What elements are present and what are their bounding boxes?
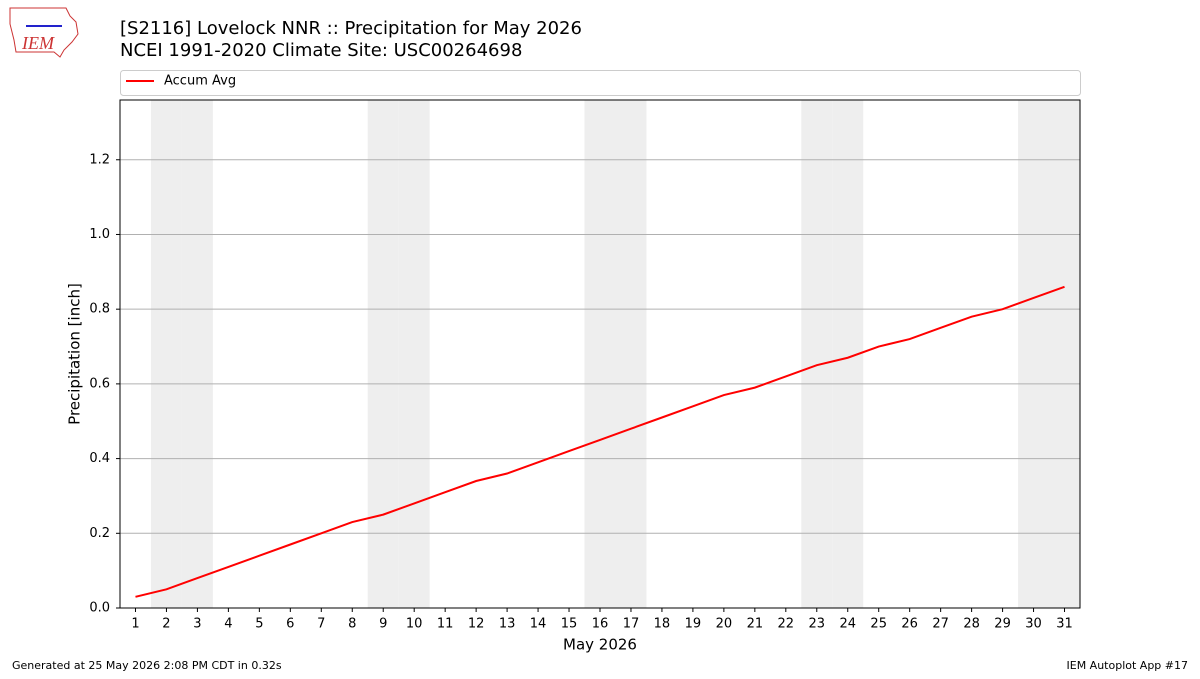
- footer-right: IEM Autoplot App #17: [1067, 659, 1189, 672]
- weekend-shade: [615, 100, 647, 608]
- weekend-shade: [367, 100, 399, 608]
- x-tick-label: 1: [131, 617, 139, 632]
- y-tick-label: 1.2: [89, 152, 110, 167]
- logo-text: IEM: [21, 33, 55, 53]
- x-tick-label: 10: [406, 617, 423, 632]
- y-tick-label: 1.0: [89, 227, 110, 242]
- x-tick-label: 18: [654, 617, 671, 632]
- x-tick-label: 28: [963, 617, 980, 632]
- footer-left: Generated at 25 May 2026 2:08 PM CDT in …: [12, 659, 282, 672]
- x-tick-label: 12: [468, 617, 485, 632]
- x-tick-label: 4: [224, 617, 232, 632]
- legend-box: [120, 70, 1081, 96]
- x-tick-label: 23: [809, 617, 826, 632]
- weekend-shade: [150, 100, 182, 608]
- y-tick-label: 0.0: [89, 601, 110, 616]
- x-tick-label: 2: [162, 617, 170, 632]
- x-tick-label: 25: [870, 617, 887, 632]
- x-tick-label: 15: [561, 617, 578, 632]
- x-tick-label: 8: [348, 617, 356, 632]
- chart-subtitle: NCEI 1991-2020 Climate Site: USC00264698: [120, 40, 522, 61]
- x-tick-label: 5: [255, 617, 263, 632]
- logo-outline: [9, 7, 79, 58]
- x-tick-label: 31: [1056, 617, 1073, 632]
- weekend-shade: [398, 100, 430, 608]
- x-tick-label: 6: [286, 617, 294, 632]
- chart-title: [S2116] Lovelock NNR :: Precipitation fo…: [120, 18, 582, 39]
- x-tick-label: 16: [592, 617, 609, 632]
- x-tick-label: 21: [747, 617, 764, 632]
- weekend-shade: [801, 100, 833, 608]
- x-tick-label: 3: [193, 617, 201, 632]
- x-tick-label: 27: [932, 617, 949, 632]
- y-tick-label: 0.8: [89, 302, 110, 317]
- weekend-shade: [1049, 100, 1080, 608]
- y-tick-label: 0.6: [89, 376, 110, 391]
- logo: IEM: [9, 7, 79, 58]
- x-tick-label: 30: [1025, 617, 1042, 632]
- data-line: [135, 285, 1065, 598]
- x-tick-label: 20: [716, 617, 733, 632]
- x-tick-label: 9: [379, 617, 387, 632]
- x-tick-label: 14: [530, 617, 547, 632]
- x-tick-label: 22: [778, 617, 795, 632]
- y-tick-label: 0.4: [89, 451, 110, 466]
- x-tick-label: 29: [994, 617, 1011, 632]
- x-tick-label: 17: [623, 617, 640, 632]
- weekend-shade: [181, 100, 213, 608]
- x-axis-label: May 2026: [563, 636, 637, 654]
- y-axis-label: Precipitation [inch]: [66, 283, 84, 425]
- weekend-shade: [1018, 100, 1050, 608]
- plot-frame: [119, 99, 1081, 609]
- x-tick-label: 11: [437, 617, 454, 632]
- x-tick-label: 7: [317, 617, 325, 632]
- y-tick-label: 0.2: [89, 526, 110, 541]
- x-tick-label: 13: [499, 617, 516, 632]
- x-tick-label: 26: [901, 617, 918, 632]
- x-tick-label: 19: [685, 617, 702, 632]
- x-tick-label: 24: [839, 617, 856, 632]
- weekend-shade: [584, 100, 616, 608]
- legend-label: Accum Avg: [164, 74, 236, 89]
